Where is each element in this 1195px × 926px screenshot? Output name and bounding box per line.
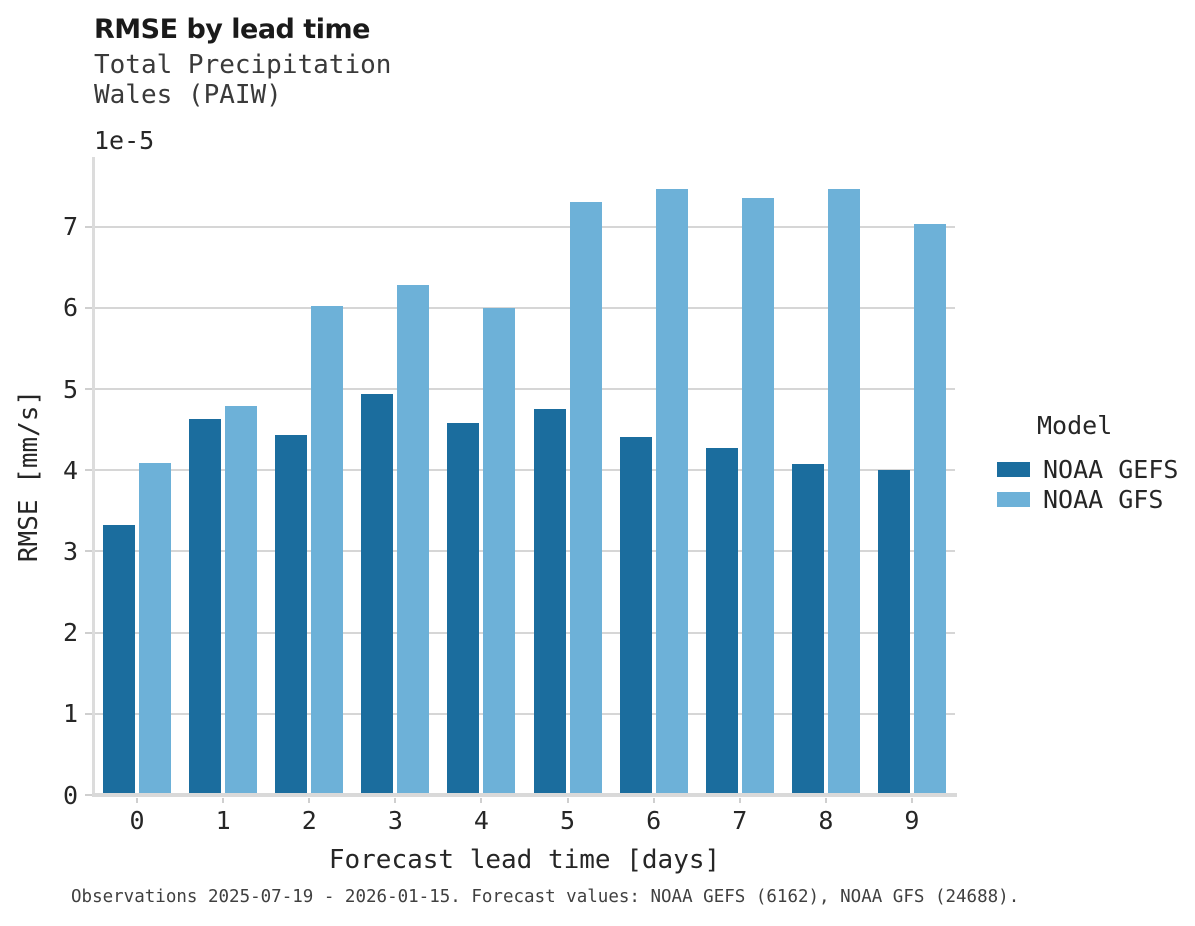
x-tick-mark [910, 798, 913, 803]
y-tick-label-7: 7 [62, 212, 78, 242]
bar-noaa-gefs-day-0 [103, 524, 136, 795]
y-tick-label-4: 4 [62, 455, 78, 485]
y-axis-label: RMSE [mm/s] [14, 389, 44, 563]
y-tick-label-2: 2 [62, 618, 78, 648]
x-axis-spine [92, 793, 957, 797]
y-tick-mark [85, 550, 92, 553]
bar-noaa-gfs-day-4 [483, 307, 516, 795]
gridline-y-7 [94, 225, 955, 228]
legend-swatch-noaa-gefs [997, 461, 1030, 477]
bar-noaa-gefs-day-5 [533, 409, 566, 795]
footer-note: Observations 2025-07-19 - 2026-01-15. Fo… [71, 887, 1020, 907]
x-tick-label-9: 9 [904, 806, 920, 835]
x-tick-label-0: 0 [129, 806, 145, 835]
y-axis-spine [92, 157, 95, 795]
gridline-y-4 [94, 469, 955, 472]
x-tick-label-5: 5 [560, 806, 576, 835]
y-tick-label-1: 1 [62, 699, 78, 729]
x-tick-label-2: 2 [301, 806, 317, 835]
gridline-y-1 [94, 712, 955, 715]
y-tick-mark [85, 306, 92, 309]
y-tick-label-6: 6 [62, 293, 78, 323]
bar-noaa-gefs-day-9 [877, 469, 910, 795]
bar-noaa-gfs-day-6 [655, 188, 688, 795]
y-tick-mark [85, 469, 92, 472]
x-tick-label-4: 4 [473, 806, 489, 835]
bar-noaa-gfs-day-5 [569, 202, 602, 795]
x-tick-mark [308, 798, 311, 803]
bar-noaa-gfs-day-2 [311, 305, 344, 795]
gridline-y-5 [94, 388, 955, 391]
x-tick-mark [824, 798, 827, 803]
bar-noaa-gefs-day-6 [619, 437, 652, 795]
y-tick-label-0: 0 [62, 780, 78, 810]
x-tick-label-6: 6 [646, 806, 662, 835]
legend-entry-noaa-gfs: NOAA GFS [997, 484, 1178, 514]
x-tick-label-1: 1 [215, 806, 231, 835]
gridline-y-6 [94, 306, 955, 309]
plot-area: 0 1 2 3 4 5 6 7 0 1 2 3 4 5 6 7 8 9 [63, 157, 957, 835]
bar-noaa-gfs-day-3 [397, 285, 430, 795]
x-tick-label-3: 3 [387, 806, 403, 835]
x-tick-label-7: 7 [732, 806, 748, 835]
legend-label: NOAA GFS [1043, 484, 1164, 514]
x-tick-mark [738, 798, 741, 803]
y-tick-label-5: 5 [62, 374, 78, 404]
legend-swatch-noaa-gfs [997, 491, 1030, 507]
bar-noaa-gefs-day-8 [791, 463, 824, 795]
y-axis-offset-label: 1e-5 [94, 126, 155, 155]
gridline-y-3 [94, 550, 955, 553]
y-tick-mark [85, 712, 92, 715]
bar-noaa-gfs-day-8 [827, 189, 860, 795]
y-tick-mark [85, 388, 92, 391]
bar-noaa-gfs-day-0 [139, 463, 172, 795]
bar-noaa-gfs-day-9 [913, 223, 946, 795]
y-tick-mark [85, 225, 92, 228]
chart-title: RMSE by lead time [94, 14, 370, 45]
bar-noaa-gfs-day-1 [225, 406, 258, 795]
x-tick-mark [136, 798, 139, 803]
legend-label: NOAA GEFS [1043, 454, 1179, 484]
y-tick-mark [85, 794, 92, 796]
bar-noaa-gefs-day-4 [447, 423, 480, 795]
legend: Model NOAA GEFS NOAA GFS [997, 411, 1178, 514]
x-axis-label: Forecast lead time [days] [328, 845, 721, 875]
gridline-y-2 [94, 631, 955, 634]
bar-noaa-gefs-day-7 [705, 447, 738, 795]
bar-noaa-gefs-day-2 [275, 435, 308, 795]
bar-noaa-gefs-day-1 [189, 419, 222, 795]
x-tick-mark [566, 798, 569, 803]
bar-noaa-gefs-day-3 [361, 394, 394, 795]
x-tick-mark [394, 798, 397, 803]
bar-noaa-gfs-day-7 [741, 198, 774, 795]
legend-title: Model [1037, 411, 1113, 440]
chart-subtitle: Total Precipitation Wales (PAIW) [94, 50, 392, 110]
x-tick-mark [480, 798, 483, 803]
legend-entry-noaa-gefs: NOAA GEFS [997, 454, 1178, 484]
y-tick-label-3: 3 [62, 536, 78, 566]
x-tick-label-8: 8 [818, 806, 834, 835]
x-tick-mark [222, 798, 225, 803]
x-tick-mark [652, 798, 655, 803]
y-tick-mark [85, 631, 92, 634]
